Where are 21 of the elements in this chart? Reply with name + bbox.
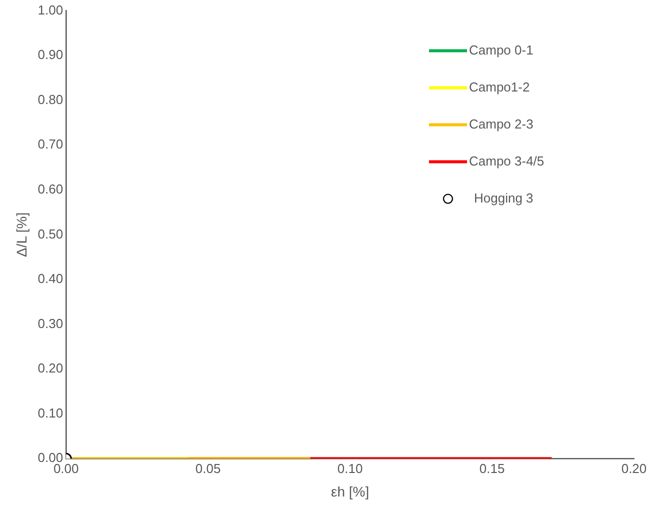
x-axis-title: εh [%]: [330, 483, 370, 500]
y-tick-label: 0.20: [38, 360, 64, 376]
y-tick-label: 1.00: [38, 2, 64, 18]
y-tick-label: 0.10: [38, 405, 64, 420]
legend-label: Campo 3-4/5: [469, 153, 544, 168]
x-tick-label: 0.10: [337, 460, 363, 476]
y-tick-label: 0.70: [38, 136, 64, 152]
legend-label: Campo1-2: [469, 79, 530, 94]
y-tick-label: 0.40: [38, 271, 64, 286]
legend-label: Campo 2-3: [469, 116, 534, 132]
legend-label: Hogging 3: [474, 190, 534, 206]
x-tick-label: 0.15: [479, 460, 505, 476]
x-tick-label: 0.20: [621, 460, 647, 476]
y-tick-label: 0.60: [38, 182, 64, 196]
legend-label: Campo 0-1: [469, 42, 534, 58]
y-tick-label: 0.80: [38, 92, 64, 107]
y-tick-label: 0.50: [38, 226, 64, 242]
y-axis-title: Δ/L [%]: [13, 212, 30, 258]
x-tick-label: 0.05: [195, 460, 221, 476]
y-tick-label: 0.90: [38, 47, 64, 62]
y-tick-label: 0.30: [38, 316, 64, 331]
